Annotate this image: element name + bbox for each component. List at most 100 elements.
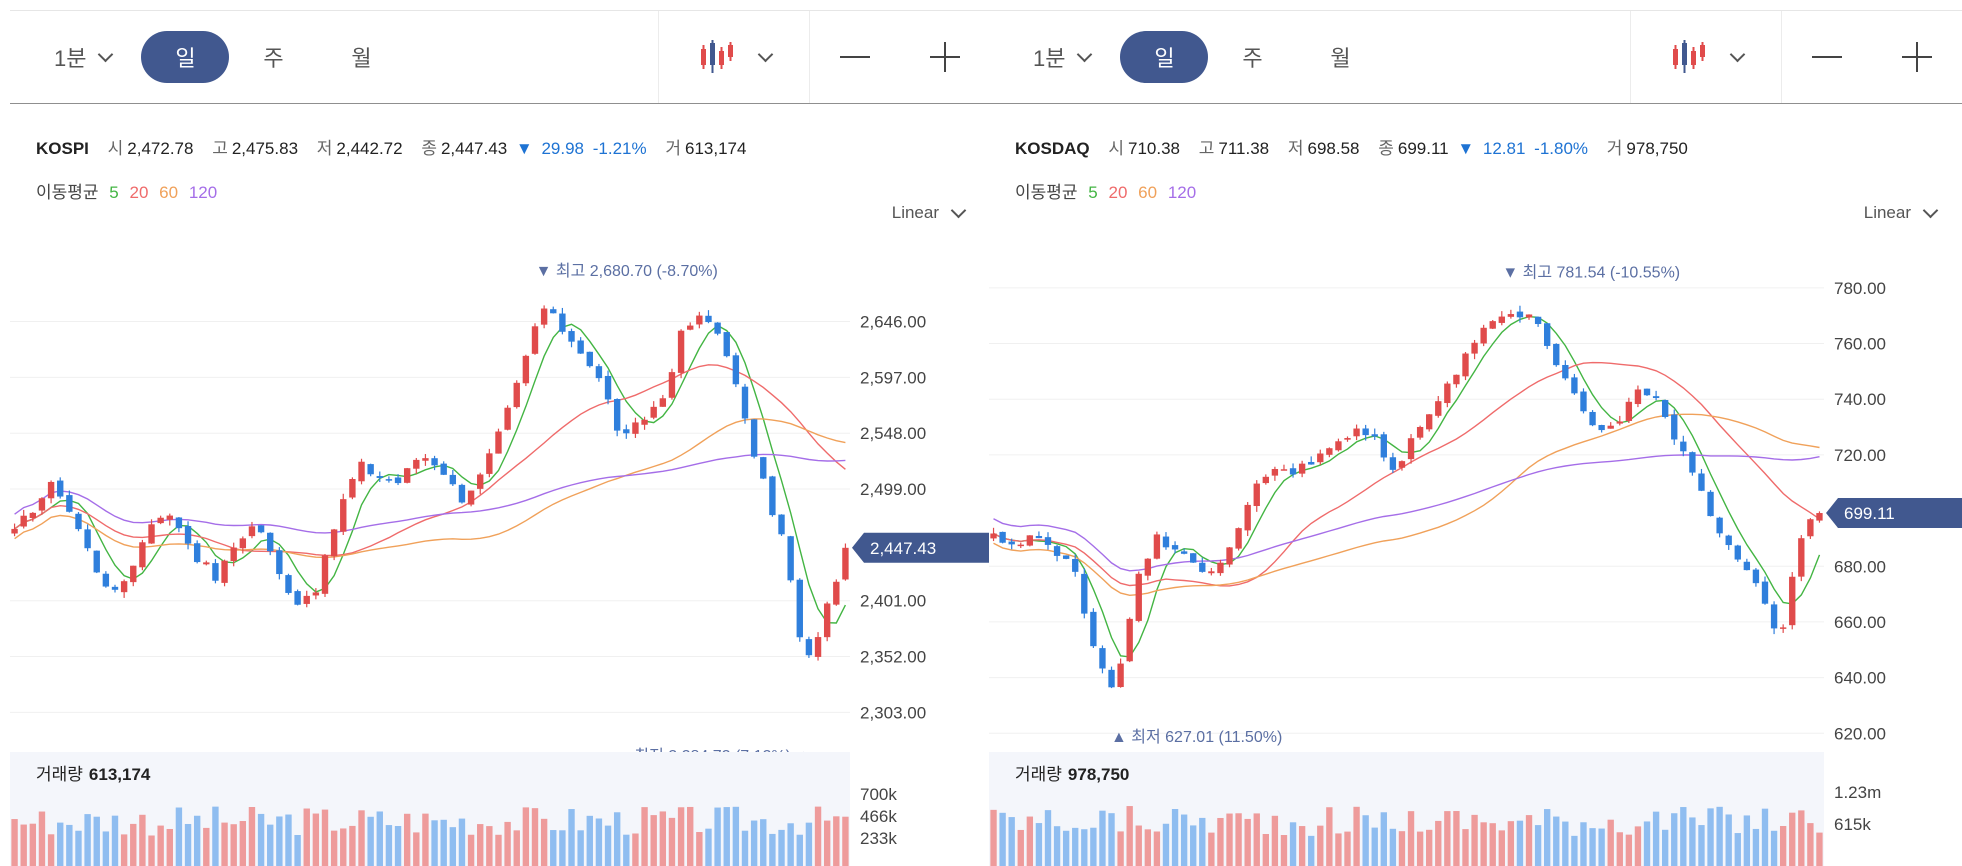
minus-icon[interactable] xyxy=(840,56,870,58)
interval-select[interactable]: 1분 xyxy=(1033,41,1093,73)
volume-bar xyxy=(1217,817,1224,866)
change-value: 12.81 xyxy=(1482,139,1526,158)
tab-day[interactable]: 일 xyxy=(1120,31,1209,83)
candle xyxy=(20,509,27,529)
candle xyxy=(1489,320,1496,330)
volume-bar xyxy=(157,825,164,866)
candle xyxy=(990,527,997,542)
ohlc-summary: KOSDAQ 시 710.38 고 711.38 저 698.58 종 699.11 ▼… xyxy=(1015,134,1688,159)
candle xyxy=(11,523,18,537)
volume-bar xyxy=(1534,825,1542,866)
candle xyxy=(385,476,393,483)
volume-bar xyxy=(1280,835,1288,866)
chart-type-select[interactable] xyxy=(658,11,809,103)
interval-select[interactable]: 1분 xyxy=(54,41,114,73)
candle xyxy=(312,588,320,600)
volume-bar xyxy=(1661,829,1669,866)
volume-bar xyxy=(1462,829,1469,866)
volume-bar xyxy=(486,826,493,866)
close-value: 2,447.43 xyxy=(440,139,508,158)
y-tick-label: 2,646.00 xyxy=(860,313,926,332)
chart-type-select[interactable] xyxy=(1630,11,1781,103)
candle xyxy=(1389,452,1397,474)
volume-bar xyxy=(1807,823,1814,866)
candle xyxy=(604,370,612,405)
volume-bar xyxy=(1544,809,1551,866)
volume-bar xyxy=(632,833,639,866)
tab-month[interactable]: 월 xyxy=(1296,41,1384,73)
minus-icon[interactable] xyxy=(1812,56,1842,58)
tab-week[interactable]: 주 xyxy=(1208,41,1296,73)
candle xyxy=(1752,567,1760,587)
candle xyxy=(1798,535,1805,582)
y-tick-label: 780.00 xyxy=(1834,279,1886,298)
volume-bar xyxy=(1262,833,1269,866)
candle xyxy=(1026,535,1034,547)
candle xyxy=(714,322,721,336)
volume-bar xyxy=(1498,830,1505,866)
volume-bar xyxy=(1444,811,1451,866)
volume-value: 978,750 xyxy=(1626,139,1688,158)
low-value: 2,442.72 xyxy=(336,139,403,158)
ma60-line xyxy=(993,413,1820,597)
volume-value: 613,174 xyxy=(684,139,747,158)
volume-bar xyxy=(1398,831,1406,866)
candle xyxy=(120,579,128,598)
volume-bar xyxy=(723,807,730,866)
low-label: 저 xyxy=(316,139,333,158)
plus-icon[interactable] xyxy=(1902,42,1932,72)
volume-bar xyxy=(1752,828,1760,866)
volume-bar xyxy=(20,824,27,866)
volume-bar xyxy=(276,816,283,866)
candle xyxy=(203,560,210,566)
y-tick-label: 640.00 xyxy=(1834,669,1886,688)
tab-label: 주 xyxy=(263,46,284,71)
candle xyxy=(1353,424,1360,441)
volume-bar xyxy=(120,834,128,866)
chevron-down-icon xyxy=(1077,46,1093,63)
candle xyxy=(1589,410,1596,427)
volume-bar xyxy=(577,830,584,866)
candle xyxy=(595,363,603,382)
tab-week[interactable]: 주 xyxy=(229,41,317,73)
candle xyxy=(57,477,64,499)
index-name: KOSDAQ xyxy=(1015,139,1090,158)
candle xyxy=(1743,558,1751,571)
volume-bar xyxy=(221,822,228,866)
volume-bar xyxy=(1108,813,1115,866)
candle xyxy=(1562,360,1569,381)
volume-bar xyxy=(148,835,155,866)
scale-select[interactable]: Linear xyxy=(892,202,967,223)
tab-month[interactable]: 월 xyxy=(317,41,405,73)
chevron-down-icon xyxy=(98,46,114,63)
change-arrow: ▼ xyxy=(1457,139,1475,158)
ma5-line xyxy=(993,315,1821,658)
candle xyxy=(568,328,575,348)
volume-bar xyxy=(999,812,1006,866)
price-chart[interactable]: 780.00 760.00 740.00 720.00 680.00 660.00 640.… xyxy=(989,240,1962,866)
close-label: 종 xyxy=(421,139,437,158)
volume-bar xyxy=(1371,827,1378,866)
candle xyxy=(1244,502,1251,537)
current-price-label: 2,447.43 xyxy=(870,539,936,558)
volume-bar xyxy=(1289,822,1297,866)
candle xyxy=(613,398,621,437)
tab-day[interactable]: 일 xyxy=(141,31,230,83)
volume-tick-label: 700k xyxy=(860,785,897,804)
candle xyxy=(1053,544,1061,562)
volume-bar xyxy=(1144,829,1152,866)
price-chart[interactable]: 2,646.00 2,597.00 2,548.00 2,499.00 2,401.00… xyxy=(10,240,990,866)
candle xyxy=(422,454,429,466)
candle xyxy=(513,380,520,409)
volume-bar xyxy=(422,813,429,866)
plus-icon[interactable] xyxy=(930,42,960,72)
open-label: 시 xyxy=(1108,139,1124,158)
candle xyxy=(677,329,685,379)
volume-bar xyxy=(1779,825,1787,866)
candle xyxy=(84,524,91,552)
candle xyxy=(221,559,228,587)
scale-select[interactable]: Linear xyxy=(1864,202,1939,223)
candle xyxy=(1462,351,1469,381)
volume-bar xyxy=(1471,814,1478,866)
candle xyxy=(193,540,201,564)
